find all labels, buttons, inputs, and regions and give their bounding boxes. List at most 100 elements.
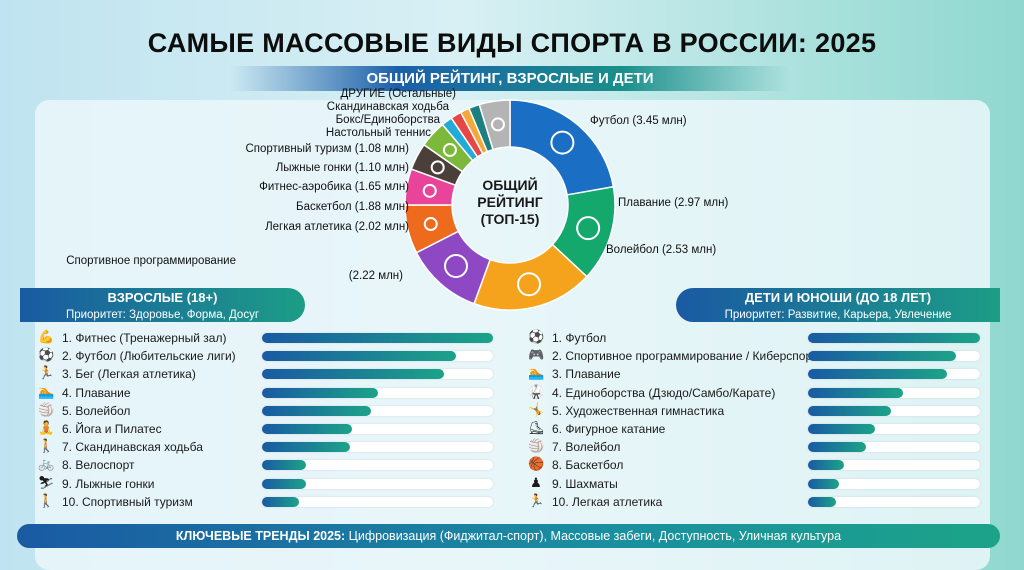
list-item-label: 7. Волейбол	[552, 440, 621, 455]
swimmer-icon	[576, 216, 601, 241]
center-line: ОБЩИЙ	[482, 177, 538, 193]
bar-fill	[262, 496, 299, 507]
gymnast-icon	[422, 183, 437, 198]
subtitle-band: ОБЩИЙ РЕЙТИНГ, ВЗРОСЛЫЕ И ДЕТИ	[230, 66, 790, 91]
bar-track	[808, 387, 980, 398]
donut-slice-label: Легкая атлетика (2.02 млн)	[265, 221, 409, 233]
list-item-label: 9. Лыжные гонки	[62, 476, 155, 491]
bar-fill	[808, 333, 980, 343]
volleyball-icon: 🏐	[38, 401, 55, 417]
list-item-label: 10. Спортивный туризм	[62, 494, 193, 509]
cyclist-icon: 🚲	[38, 456, 55, 472]
runner-icon	[423, 217, 438, 232]
bar-fill	[262, 460, 306, 471]
center-line: (ТОП-15)	[480, 211, 540, 227]
bar-track	[262, 351, 493, 362]
bar-fill	[262, 387, 378, 398]
gamepad-icon: 🎮	[528, 347, 545, 363]
bar-fill	[262, 333, 493, 343]
bar-track	[808, 369, 980, 380]
list-item-label: 6. Йога и Пилатес	[62, 422, 162, 436]
center-line: РЕЙТИНГ	[477, 194, 543, 210]
bar-track	[808, 496, 980, 507]
bar-fill	[262, 405, 371, 416]
keyboard-icon	[443, 254, 468, 279]
donut-slice-label: Бокс/Единоборства	[335, 114, 440, 126]
adults-header: ВЗРОСЛЫЕ (18+) Приоритет: Здоровье, Форм…	[20, 288, 305, 322]
gymnast-icon: 🤸	[528, 401, 545, 417]
kids-title: ДЕТИ И ЮНОШИ (ДО 18 ЛЕТ)	[744, 290, 932, 305]
donut-slice-label: ДРУГИЕ (Остальные)	[340, 88, 456, 100]
list-item-label: 3. Бег (Легкая атлетика)	[62, 367, 196, 382]
bar-fill	[262, 478, 306, 489]
hiker-icon: 🚶	[38, 438, 55, 454]
bar-track	[262, 424, 493, 434]
donut-slice-label: Фитнес-аэробика (1.65 млн)	[259, 181, 409, 193]
bar-track	[808, 424, 980, 434]
adults-priority: Приоритет: Здоровье, Форма, Досуг	[65, 309, 260, 321]
donut-slice-label: Настольный теннис	[325, 127, 431, 139]
volleyball-icon	[517, 272, 542, 297]
bar-fill	[808, 442, 867, 453]
list-item-label: 4. Единоборства (Дзюдо/Самбо/Карате)	[552, 385, 776, 400]
bar-fill	[808, 496, 836, 507]
ice-skate-icon: ⛸	[528, 420, 545, 435]
donut-slice-label: Лыжные гонки (1.10 млн)	[275, 162, 409, 174]
list-item-label: 4. Плавание	[62, 385, 131, 400]
hiker-icon: 🚶	[38, 492, 55, 508]
ellipsis-icon	[490, 117, 505, 132]
bar-fill	[262, 369, 445, 380]
volleyball-icon: 🏐	[528, 438, 545, 454]
bar-track	[808, 351, 980, 362]
trends-banner: КЛЮЧЕВЫЕ ТРЕНДЫ 2025: Цифровизация (Фидж…	[17, 524, 1000, 548]
list-item-label: 10. Легкая атлетика	[552, 494, 663, 509]
trends-label: КЛЮЧЕВЫЕ ТРЕНДЫ 2025:	[175, 529, 346, 543]
chess-icon	[430, 160, 445, 175]
donut-slice-label: Плавание (2.97 млн)	[618, 197, 729, 209]
bar-track	[262, 333, 493, 343]
donut-slice	[478, 99, 511, 151]
donut-center-label: ОБЩИЙ РЕЙТИНГ (ТОП-15)	[462, 177, 558, 228]
kids-priority: Приоритет: Развитие, Карьера, Увлечение	[724, 309, 952, 321]
list-item-label: 6. Фигурное катание	[552, 422, 666, 436]
bar-fill	[808, 424, 876, 434]
bar-track	[808, 442, 980, 453]
soccer-ball-icon: ⚽	[38, 347, 55, 363]
bar-fill	[808, 351, 956, 362]
bar-track	[262, 460, 493, 471]
flexed-arm-icon: 💪	[38, 329, 55, 344]
soccer-ball-icon: ⚽	[528, 329, 545, 344]
list-item-label: 5. Волейбол	[62, 403, 131, 418]
list-item-label: 1. Футбол	[552, 331, 607, 345]
bar-fill	[262, 442, 350, 453]
list-item-label: 8. Баскетбол	[552, 458, 624, 473]
chess-icon: ♟	[530, 474, 542, 490]
bar-track	[808, 478, 980, 489]
martial-arts-icon: 🥋	[528, 383, 545, 399]
runner-icon: 🏃	[528, 492, 545, 508]
list-item-label: 9. Шахматы	[552, 476, 618, 491]
donut-slice-label: (2.22 млн)	[348, 270, 403, 282]
adults-title: ВЗРОСЛЫЕ (18+)	[107, 290, 218, 305]
donut-slice-label: Баскетбол (1.88 млн)	[296, 201, 409, 213]
donut-slice-label: Волейбол (2.53 млн)	[606, 244, 717, 256]
donut-slice	[509, 99, 615, 196]
list-item-label: 2. Спортивное программирование / Киберсп…	[552, 349, 818, 364]
basketball-icon: 🏀	[528, 456, 545, 472]
bar-track	[808, 333, 980, 343]
bar-fill	[808, 369, 948, 380]
donut-slice-label: Футбол (3.45 млн)	[590, 115, 687, 127]
list-item-label: 2. Футбол (Любительские лиги)	[62, 349, 236, 364]
list-item-label: 8. Велоспорт	[62, 458, 135, 473]
swimmer-icon: 🏊	[38, 383, 55, 399]
swimmer-icon: 🏊	[528, 365, 545, 381]
bar-track	[262, 369, 493, 380]
skier-icon: ⛷	[38, 474, 55, 490]
bar-fill	[808, 387, 903, 398]
bar-track	[262, 496, 493, 507]
bar-track	[262, 387, 493, 398]
donut-slice-label: Спортивное программирование	[66, 255, 236, 267]
page-title: САМЫЕ МАССОВЫЕ ВИДЫ СПОРТА В РОССИИ: 202…	[147, 28, 877, 58]
bar-fill	[262, 351, 457, 362]
